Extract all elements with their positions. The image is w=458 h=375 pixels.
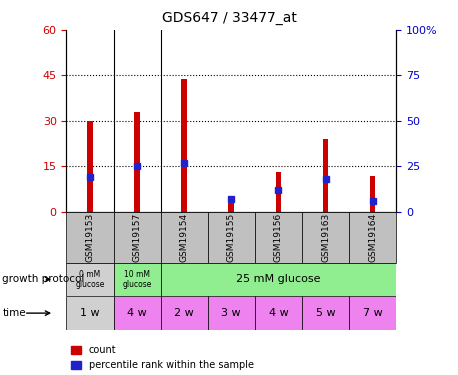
Bar: [114, 262, 161, 296]
Bar: [349, 212, 396, 262]
Bar: [114, 296, 161, 330]
Text: 4 w: 4 w: [127, 308, 147, 318]
Bar: [229, 197, 234, 212]
Text: GSM19164: GSM19164: [368, 213, 377, 262]
Bar: [255, 212, 302, 262]
Bar: [114, 212, 161, 262]
Text: GSM19154: GSM19154: [180, 213, 189, 262]
Text: GDS647 / 33477_at: GDS647 / 33477_at: [162, 11, 296, 25]
Text: 0 mM
glucose: 0 mM glucose: [75, 270, 104, 289]
Bar: [302, 212, 349, 262]
Bar: [66, 262, 114, 296]
Text: 2 w: 2 w: [174, 308, 194, 318]
Text: 10 mM
glucose: 10 mM glucose: [122, 270, 152, 289]
Bar: [370, 176, 376, 212]
Bar: [349, 296, 396, 330]
Text: GSM19153: GSM19153: [86, 213, 94, 262]
Bar: [208, 296, 255, 330]
Bar: [323, 139, 328, 212]
Bar: [161, 212, 208, 262]
Text: 5 w: 5 w: [316, 308, 335, 318]
Bar: [161, 262, 396, 296]
Text: 3 w: 3 w: [222, 308, 241, 318]
Bar: [87, 121, 93, 212]
Bar: [134, 112, 140, 212]
Text: GSM19155: GSM19155: [227, 213, 236, 262]
Text: time: time: [2, 308, 26, 318]
Legend: count, percentile rank within the sample: count, percentile rank within the sample: [71, 345, 254, 370]
Text: growth protocol: growth protocol: [2, 274, 85, 284]
Bar: [255, 296, 302, 330]
Bar: [181, 78, 187, 212]
Bar: [276, 172, 281, 212]
Bar: [161, 296, 208, 330]
Text: GSM19156: GSM19156: [274, 213, 283, 262]
Text: GSM19157: GSM19157: [132, 213, 142, 262]
Text: 25 mM glucose: 25 mM glucose: [236, 274, 321, 284]
Text: 7 w: 7 w: [363, 308, 382, 318]
Bar: [302, 296, 349, 330]
Bar: [66, 212, 114, 262]
Bar: [208, 212, 255, 262]
Text: GSM19163: GSM19163: [321, 213, 330, 262]
Bar: [66, 296, 114, 330]
Text: 1 w: 1 w: [80, 308, 100, 318]
Text: 4 w: 4 w: [268, 308, 288, 318]
